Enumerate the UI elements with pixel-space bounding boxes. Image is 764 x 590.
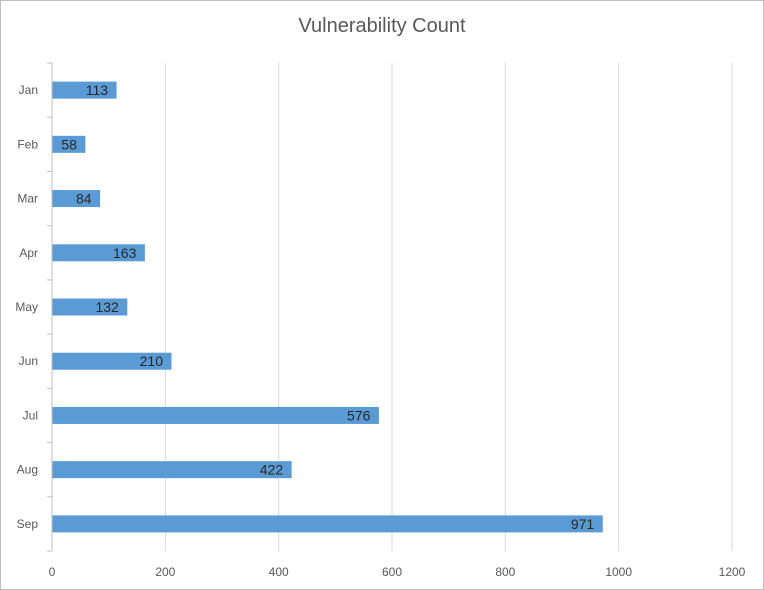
x-tick-label: 600 [382,565,402,579]
data-label: 971 [571,516,595,532]
y-tick-label: Jul [23,408,38,422]
x-tick-label: 0 [49,565,56,579]
x-tick-label: 800 [495,565,515,579]
y-tick-label: Jan [19,83,38,97]
data-label: 576 [347,407,371,423]
x-tick-label: 1000 [605,565,632,579]
data-label: 132 [95,299,119,315]
data-label: 113 [86,82,109,98]
bar [52,461,292,479]
y-tick-label: Jun [19,354,38,368]
chart-title: Vulnerability Count [298,15,466,37]
bar [52,81,117,99]
data-label: 58 [61,136,77,152]
bar [52,244,145,262]
bar [52,352,172,370]
data-label: 422 [260,462,284,478]
y-tick-label: Aug [17,463,38,477]
y-tick-label: Sep [17,517,39,531]
y-tick-label: Feb [17,137,38,151]
data-label: 84 [76,191,92,207]
data-label: 210 [140,353,164,369]
x-tick-label: 400 [269,565,289,579]
bar [52,298,128,316]
x-tick-label: 200 [155,565,175,579]
bar [52,515,603,533]
bar [52,406,379,424]
y-tick-label: Mar [17,192,38,206]
data-label: 163 [113,245,137,261]
x-tick-label: 1200 [719,565,746,579]
bar [52,135,86,153]
y-tick-label: May [15,300,38,314]
y-tick-label: Apr [19,246,38,260]
bar [52,190,101,208]
